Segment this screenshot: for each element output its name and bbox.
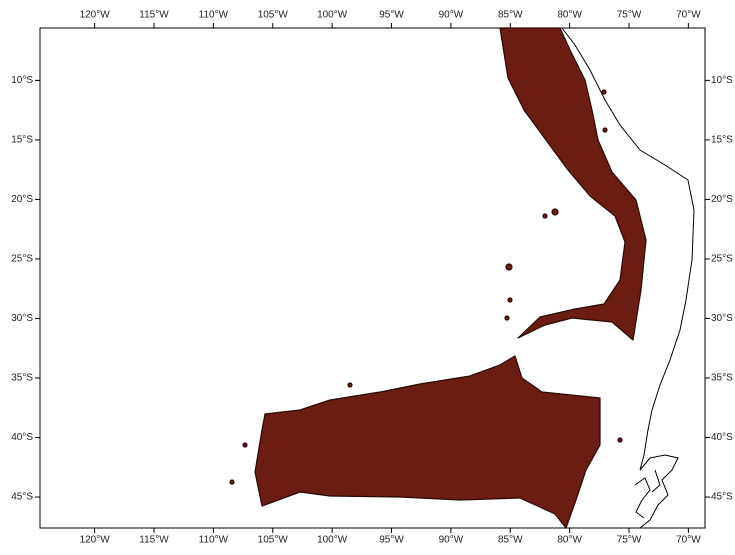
x-tick-label: 115°W bbox=[139, 535, 169, 546]
point bbox=[229, 479, 235, 485]
x-tick-label: 85°W bbox=[498, 10, 523, 21]
y-tick-label: 15°S bbox=[711, 135, 733, 146]
x-tick-label: 85°W bbox=[498, 535, 523, 546]
x-tick-label: 70°W bbox=[676, 10, 701, 21]
point bbox=[542, 213, 548, 219]
x-tick-label: 90°W bbox=[439, 10, 464, 21]
point-cloud-south bbox=[254, 355, 601, 529]
y-tick-label: 35°S bbox=[711, 373, 733, 384]
y-tick-label: 25°S bbox=[11, 254, 33, 265]
observation-points bbox=[229, 27, 647, 529]
y-tick-label: 40°S bbox=[711, 432, 733, 443]
point bbox=[242, 442, 248, 448]
point bbox=[617, 437, 623, 443]
point bbox=[347, 382, 353, 388]
x-tick-label: 120°W bbox=[80, 535, 111, 546]
x-tick-label: 100°W bbox=[317, 535, 348, 546]
y-tick-label: 25°S bbox=[711, 254, 733, 265]
x-tick-label: 80°W bbox=[557, 535, 582, 546]
y-tick-label: 15°S bbox=[11, 135, 33, 146]
y-tick-label: 10°S bbox=[11, 75, 33, 86]
x-tick-label: 95°W bbox=[379, 10, 404, 21]
x-tick-label: 100°W bbox=[317, 10, 348, 21]
y-tick-label: 40°S bbox=[11, 432, 33, 443]
x-tick-label: 70°W bbox=[676, 535, 701, 546]
y-tick-label: 30°S bbox=[711, 313, 733, 324]
point-cloud-north bbox=[499, 27, 647, 341]
x-tick-label: 110°W bbox=[199, 10, 229, 21]
point bbox=[505, 263, 513, 271]
x-tick-label: 115°W bbox=[139, 10, 169, 21]
point bbox=[551, 208, 559, 216]
axes: 120°W 120°W 115°W 115°W 110°W 110°W 105°W 105°W… bbox=[11, 10, 733, 546]
y-tick-label: 20°S bbox=[711, 194, 733, 205]
point bbox=[507, 297, 513, 303]
x-tick-label: 75°W bbox=[617, 10, 642, 21]
x-tick-label: 105°W bbox=[258, 10, 289, 21]
x-tick-label: 75°W bbox=[617, 535, 642, 546]
x-tick-label: 110°W bbox=[199, 535, 229, 546]
x-tick-label: 80°W bbox=[557, 10, 582, 21]
y-tick-label: 45°S bbox=[11, 492, 33, 503]
x-tick-label: 95°W bbox=[379, 535, 404, 546]
point bbox=[601, 89, 607, 95]
y-tick-label: 10°S bbox=[711, 75, 733, 86]
x-tick-label: 105°W bbox=[258, 535, 289, 546]
point bbox=[602, 127, 608, 133]
coastline bbox=[561, 27, 695, 471]
y-tick-label: 20°S bbox=[11, 194, 33, 205]
x-tick-label: 120°W bbox=[80, 10, 111, 21]
y-tick-label: 35°S bbox=[11, 373, 33, 384]
archipelago bbox=[634, 454, 679, 529]
point bbox=[504, 315, 510, 321]
y-tick-label: 30°S bbox=[11, 313, 33, 324]
y-tick-label: 45°S bbox=[711, 492, 733, 503]
x-tick-label: 90°W bbox=[439, 535, 464, 546]
